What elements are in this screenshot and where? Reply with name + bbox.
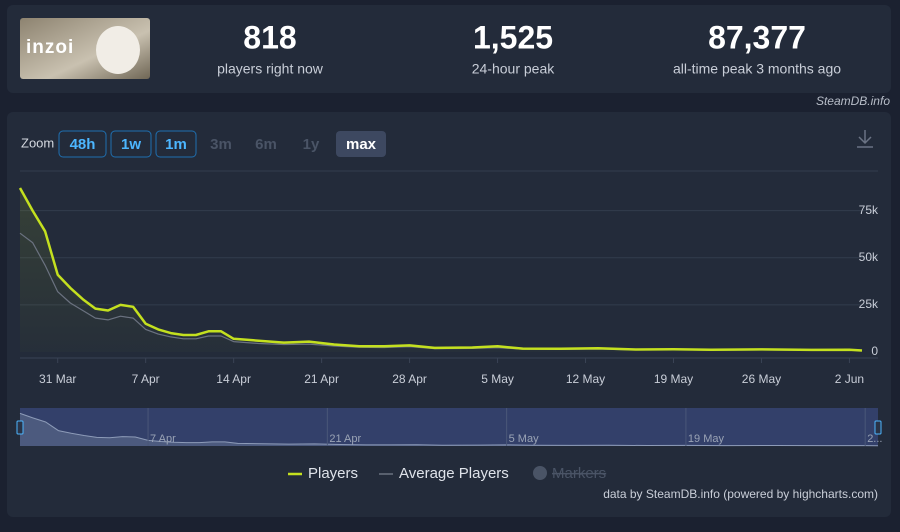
x-tick-label: 21 Apr	[304, 372, 339, 386]
y-tick-label: 75k	[859, 203, 879, 217]
credits: data by SteamDB.info (powered by highcha…	[603, 487, 878, 501]
navigator-handle[interactable]	[874, 420, 882, 435]
navigator-line	[19, 412, 879, 447]
x-tick-label: 7 Apr	[132, 372, 160, 386]
zoom-button-bg[interactable]	[110, 130, 152, 158]
source-link[interactable]: SteamDB.info	[816, 94, 890, 108]
stats-panel	[7, 5, 891, 93]
y-tick-label: 0	[871, 344, 878, 358]
cat-art	[96, 26, 140, 74]
stat-label: all-time peak 3 months ago	[673, 61, 841, 77]
plot: 0 25k 50k 75k 31 Mar 7 Apr 14 Apr 21 Apr 28 Apr 5…	[18, 187, 879, 386]
zoom-button[interactable]: 48h	[70, 136, 96, 153]
navigator-mask[interactable]	[20, 408, 878, 446]
zoom-button[interactable]: 3m	[210, 136, 232, 153]
zoom-button-bg[interactable]	[155, 130, 197, 158]
zoom-button-bg[interactable]	[336, 131, 386, 157]
legend-item[interactable]: Markers	[552, 465, 606, 482]
navigator-label: 2...	[867, 433, 882, 445]
series-line	[18, 187, 863, 352]
zoom-label: Zoom	[21, 135, 54, 150]
legend-item[interactable]: Average Players	[399, 465, 509, 482]
zoom-button[interactable]: 1w	[121, 136, 141, 153]
x-tick-label: 31 Mar	[39, 372, 76, 386]
zoom-button[interactable]: 6m	[255, 136, 277, 153]
y-tick-label: 50k	[859, 250, 879, 264]
x-tick-label: 5 May	[481, 372, 514, 386]
x-tick-label: 28 Apr	[392, 372, 427, 386]
zoom-button[interactable]: 1y	[303, 136, 320, 153]
legend-item[interactable]: Players	[308, 465, 358, 482]
legend: Players Average Players Markers	[288, 465, 606, 482]
zoom-buttons: 48h 1w 1m 3m 6m 1y max	[58, 130, 386, 158]
legend-symbol[interactable]	[533, 466, 547, 480]
navigator-handle[interactable]	[16, 420, 24, 435]
logo-text: inzoi	[26, 37, 74, 58]
stat-value: 1,525	[473, 19, 553, 55]
zoom-button-bg[interactable]	[58, 130, 107, 158]
stat-value: 818	[243, 19, 296, 55]
x-tick-label: 26 May	[742, 372, 781, 386]
x-tick-label: 19 May	[654, 372, 693, 386]
navigator-area	[20, 413, 878, 446]
navigator-label: 5 May	[509, 433, 539, 445]
navigator: 7 Apr 21 Apr 5 May 19 May 2...	[16, 408, 882, 447]
navigator-label: 19 May	[688, 433, 725, 445]
x-tick-label: 2 Jun	[835, 372, 864, 386]
stat-label: 24-hour peak	[472, 61, 556, 77]
zoom-button[interactable]: max	[346, 136, 377, 153]
zoom-button[interactable]: 1m	[165, 136, 187, 153]
x-tick-label: 14 Apr	[216, 372, 251, 386]
stat-label: players right now	[217, 61, 324, 77]
navigator-label: 7 Apr	[150, 433, 176, 445]
navigator-label: 21 Apr	[329, 433, 361, 445]
y-tick-label: 25k	[859, 297, 879, 311]
x-tick-label: 12 May	[566, 372, 605, 386]
stat-value: 87,377	[708, 19, 806, 55]
download-icon[interactable]	[857, 130, 873, 148]
players-area	[20, 188, 862, 352]
